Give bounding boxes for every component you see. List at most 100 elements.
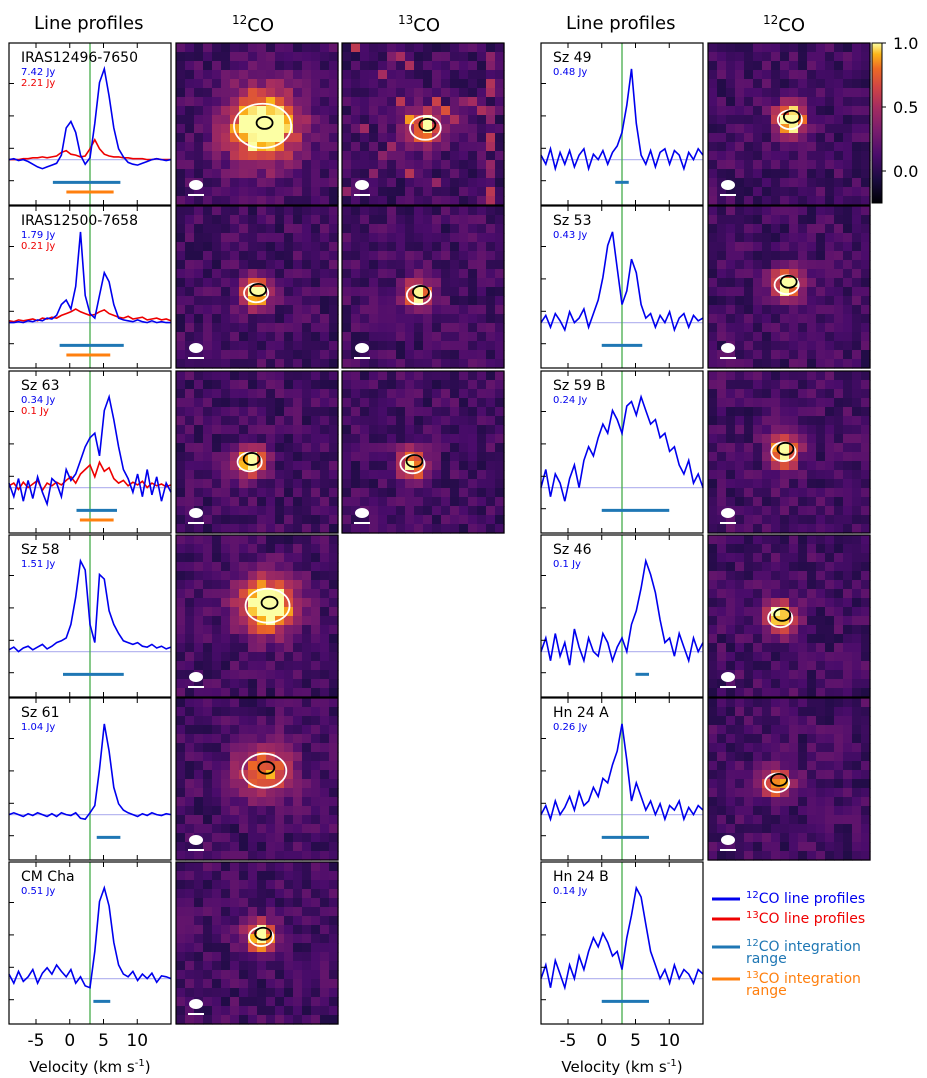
map-pixel [861, 497, 871, 507]
map-pixel [293, 898, 303, 908]
map-pixel [194, 497, 204, 507]
map-pixel [230, 634, 240, 644]
map-pixel [726, 88, 736, 98]
map-pixel [861, 479, 871, 489]
map-pixel [762, 151, 772, 161]
map-pixel [221, 97, 231, 107]
header-line-profiles-left: Line profiles [34, 13, 144, 34]
map-pixel [212, 725, 222, 735]
moment-map [707, 205, 871, 369]
map-pixel [735, 278, 745, 288]
map-pixel [239, 589, 249, 599]
map-pixel [293, 296, 303, 306]
map-pixel [275, 625, 285, 635]
map-pixel [320, 434, 330, 444]
map-pixel [405, 196, 415, 206]
map-pixel [284, 661, 294, 671]
map-pixel [468, 106, 478, 116]
map-pixel [203, 350, 213, 360]
map-pixel [387, 52, 397, 62]
map-pixel [248, 997, 258, 1007]
map-pixel [275, 305, 285, 315]
map-pixel [852, 752, 862, 762]
map-pixel [717, 488, 727, 498]
map-pixel [789, 707, 799, 717]
map-pixel [450, 187, 460, 197]
moment-map [175, 697, 339, 861]
map-pixel [351, 461, 361, 471]
map-pixel [302, 443, 312, 453]
map-pixel [486, 79, 496, 89]
map-pixel [753, 425, 763, 435]
map-pixel [230, 196, 240, 206]
map-pixel [284, 97, 294, 107]
map-pixel [771, 598, 781, 608]
map-pixel [852, 761, 862, 771]
map-pixel [459, 88, 469, 98]
map-pixel [329, 1015, 339, 1025]
map-pixel [329, 61, 339, 71]
map-pixel [378, 524, 388, 534]
map-pixel [185, 925, 195, 935]
map-pixel [257, 106, 267, 116]
map-pixel [311, 461, 321, 471]
map-pixel [441, 314, 451, 324]
map-pixel [320, 452, 330, 462]
map-pixel [432, 515, 442, 525]
map-pixel [360, 206, 370, 216]
map-pixel [302, 607, 312, 617]
map-pixel [284, 497, 294, 507]
map-pixel [320, 851, 330, 861]
map-pixel [257, 752, 267, 762]
map-pixel [834, 389, 844, 399]
map-pixel [248, 698, 258, 708]
map-pixel [230, 425, 240, 435]
map-pixel [329, 515, 339, 525]
map-pixel [329, 350, 339, 360]
map-pixel [275, 988, 285, 998]
map-pixel [423, 43, 433, 53]
map-pixel [861, 260, 871, 270]
beam-ellipse [189, 508, 203, 518]
map-pixel [266, 707, 276, 717]
map-pixel [825, 770, 835, 780]
map-pixel [459, 314, 469, 324]
map-pixel [423, 371, 433, 381]
map-pixel [807, 643, 817, 653]
map-pixel [852, 224, 862, 234]
map-pixel [248, 79, 258, 89]
map-pixel [789, 535, 799, 545]
map-pixel [275, 880, 285, 890]
map-pixel [798, 287, 808, 297]
map-pixel [311, 106, 321, 116]
map-pixel [396, 206, 406, 216]
map-pixel [239, 341, 249, 351]
map-pixel [185, 907, 195, 917]
map-pixel [351, 196, 361, 206]
map-pixel [248, 1006, 258, 1016]
map-pixel [495, 278, 505, 288]
map-pixel [834, 515, 844, 525]
map-pixel [221, 350, 231, 360]
map-pixel [807, 178, 817, 188]
map-pixel [414, 305, 424, 315]
map-pixel [302, 305, 312, 315]
map-pixel [293, 380, 303, 390]
map-pixel [441, 52, 451, 62]
co12-profile-line [9, 231, 171, 324]
map-pixel [320, 160, 330, 170]
profile-frame [8, 861, 172, 1025]
map-pixel [239, 133, 249, 143]
map-pixel [861, 625, 871, 635]
map-pixel [311, 497, 321, 507]
map-pixel [771, 779, 781, 789]
map-pixel [293, 871, 303, 881]
map-pixel [726, 443, 736, 453]
map-pixel [248, 359, 258, 369]
map-pixel [302, 661, 312, 671]
map-pixel [176, 743, 186, 753]
map-pixel [771, 398, 781, 408]
map-pixel [369, 524, 379, 534]
map-pixel [726, 589, 736, 599]
